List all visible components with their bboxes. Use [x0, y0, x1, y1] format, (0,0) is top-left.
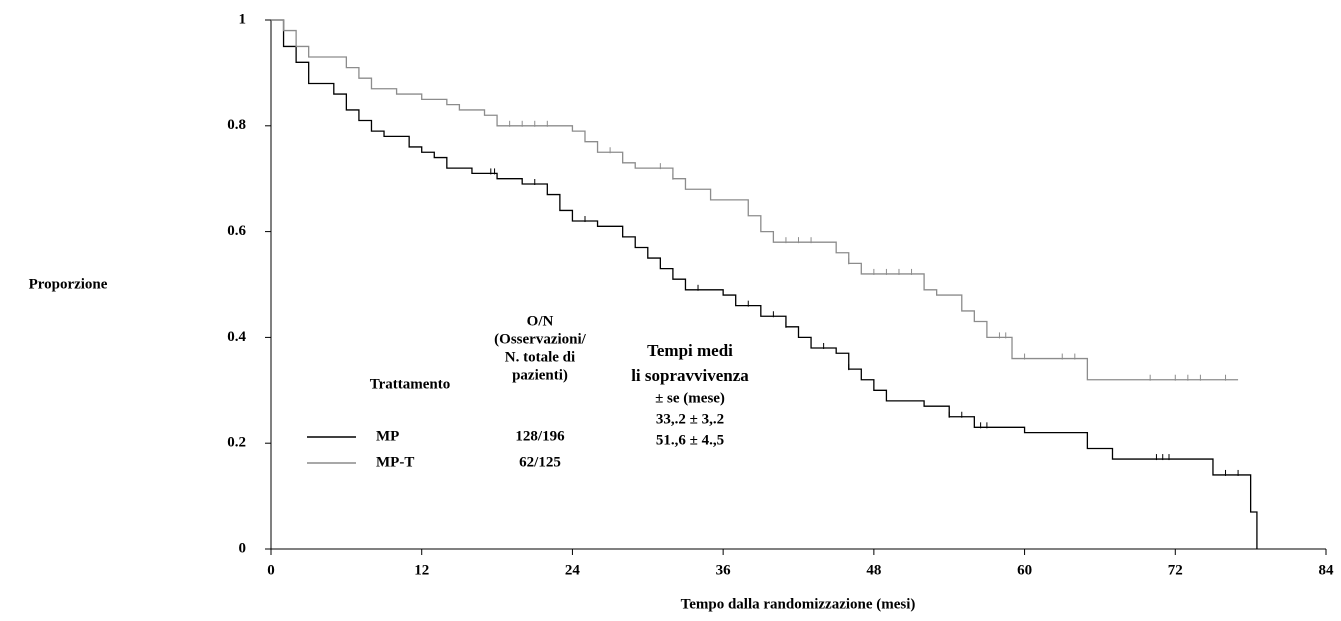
legend-header: Tempi medi [647, 341, 733, 360]
x-tick-label: 48 [866, 562, 881, 578]
y-axis-label: Proporzione [29, 276, 108, 292]
x-tick-label: 0 [267, 562, 275, 578]
x-tick-label: 24 [565, 562, 581, 578]
legend-median: 51.,6 ± 4.,5 [656, 432, 724, 448]
x-tick-label: 60 [1017, 562, 1032, 578]
y-tick-label: 0.8 [227, 117, 246, 133]
x-tick-label: 72 [1168, 562, 1183, 578]
legend-o-n: 62/125 [519, 454, 561, 470]
legend-header: O/N [527, 313, 554, 329]
legend-median: 33,.2 ± 3,.2 [656, 411, 724, 427]
y-tick-label: 0.2 [227, 435, 246, 451]
x-tick-label: 36 [716, 562, 732, 578]
legend-header: pazienti) [512, 367, 568, 383]
legend-header: (Osservazioni/ [494, 331, 586, 347]
y-tick-label: 0.6 [227, 223, 246, 239]
y-tick-label: 0.4 [227, 329, 246, 345]
x-axis-label: Tempo dalla randomizzazione (mesi) [681, 596, 916, 612]
legend-header: N. totale di [505, 349, 575, 365]
legend-header: li sopravvivenza [631, 366, 749, 385]
y-tick-label: 1 [239, 11, 247, 27]
legend-header: Trattamento [370, 376, 451, 392]
x-tick-label: 12 [414, 562, 429, 578]
survival-curve [271, 19, 1258, 549]
x-tick-label: 84 [1319, 562, 1335, 578]
legend-o-n: 128/196 [515, 428, 565, 444]
legend-header: ± se (mese) [655, 390, 725, 406]
survival-curve [271, 19, 1239, 381]
legend-name: MP-T [376, 454, 414, 470]
y-tick-label: 0 [239, 540, 247, 556]
legend-name: MP [376, 428, 399, 444]
